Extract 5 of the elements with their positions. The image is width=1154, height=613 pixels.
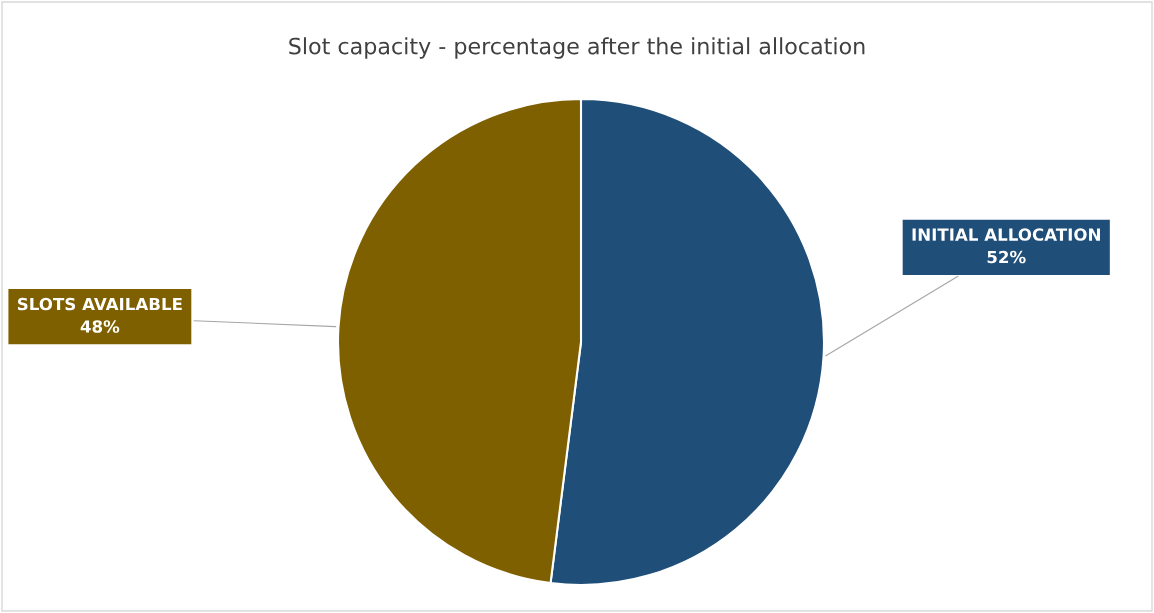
slice-label: INITIAL ALLOCATION	[912, 228, 1100, 241]
chart-title: Slot capacity - percentage after the initial allocation	[289, 37, 865, 59]
data-label: 48%	[80, 320, 120, 333]
data-label: 52%	[987, 250, 1026, 264]
slice-label: SLOTS AVAILABLE	[17, 297, 182, 311]
